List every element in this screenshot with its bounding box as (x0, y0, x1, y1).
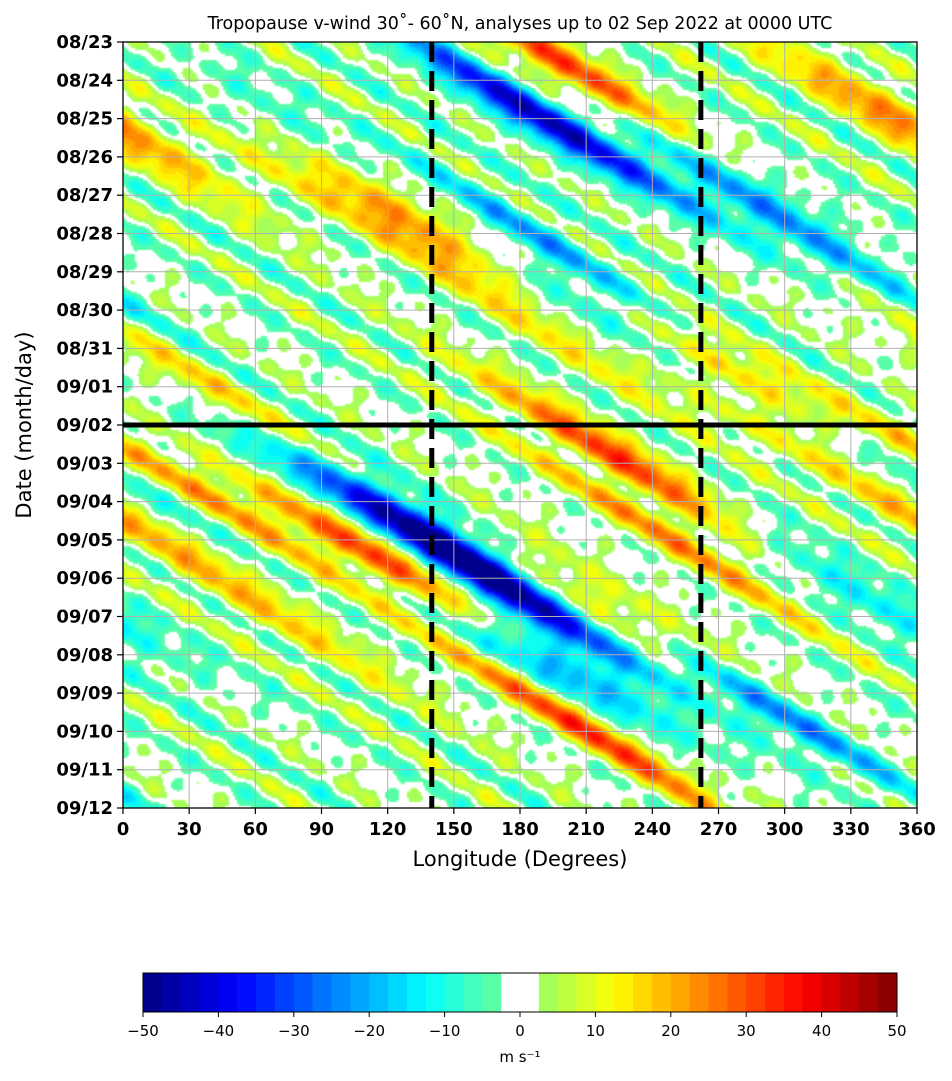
colorbar-bin (821, 973, 841, 1012)
y-axis-ticks: 08/23 08/24 08/25 08/26 08/27 08/28 08/29 08/30… (56, 32, 123, 819)
x-tick-label: 330 (832, 819, 870, 840)
x-tick-label: 240 (634, 819, 672, 840)
colorbar-bin (237, 973, 257, 1012)
y-tick-label: 08/30 (56, 300, 113, 321)
colorbar-tick-label: −20 (353, 1022, 385, 1040)
colorbar-bin (256, 973, 276, 1012)
colorbar-bin (425, 973, 445, 1012)
colorbar-tick-label: 0 (515, 1022, 525, 1040)
colorbar: −50 −40 −30 −20 −10 0 10 20 30 40 50 m s⁻¹ (127, 972, 907, 1066)
colorbar-bin (670, 973, 691, 1012)
colorbar-bin (840, 973, 860, 1012)
y-tick-label: 09/05 (56, 530, 113, 551)
colorbar-bin (369, 973, 389, 1012)
colorbar-bin (746, 973, 766, 1012)
colorbar-bin (161, 973, 182, 1012)
y-tick-label: 08/24 (56, 70, 113, 91)
colorbar-bin (595, 973, 615, 1012)
x-tick-label: 30 (177, 819, 202, 840)
colorbar-bin (482, 973, 502, 1012)
y-tick-label: 09/01 (56, 377, 113, 398)
y-tick-label: 09/09 (56, 683, 113, 704)
colorbar-bin (274, 973, 295, 1012)
colorbar-bin (878, 973, 898, 1012)
y-tick-label: 08/27 (56, 185, 113, 206)
colorbar-bin (180, 973, 200, 1012)
colorbar-bin (783, 973, 804, 1012)
colorbar-bin (727, 973, 747, 1012)
colorbar-bin (406, 973, 427, 1012)
colorbar-bin (708, 973, 728, 1012)
colorbar-bin (350, 973, 370, 1012)
y-tick-label: 09/12 (56, 798, 113, 819)
colorbar-bin (576, 973, 596, 1012)
y-tick-label: 08/31 (56, 338, 113, 359)
colorbar-tick-label: 50 (887, 1022, 906, 1040)
y-tick-label: 09/06 (56, 568, 113, 589)
colorbar-tick-label: −10 (429, 1022, 461, 1040)
colorbar-bin (538, 973, 559, 1012)
y-tick-label: 08/28 (56, 224, 113, 245)
colorbar-bins (143, 973, 898, 1012)
y-axis-label: Date (month/day) (12, 331, 36, 518)
y-tick-label: 09/08 (56, 645, 113, 666)
colorbar-bin (765, 973, 785, 1012)
colorbar-bin (388, 973, 408, 1012)
y-tick-label: 08/26 (56, 147, 113, 168)
chart-title: Tropopause v-wind 30˚- 60˚N, analyses up… (207, 13, 833, 34)
colorbar-bin (501, 973, 521, 1012)
colorbar-tick-label: −30 (278, 1022, 310, 1040)
y-tick-label: 08/23 (56, 32, 113, 53)
colorbar-tick-label: 20 (661, 1022, 680, 1040)
colorbar-ticks: −50 −40 −30 −20 −10 0 10 20 30 40 50 (127, 1012, 907, 1040)
y-tick-label: 09/11 (56, 760, 113, 781)
colorbar-bin (293, 973, 314, 1012)
colorbar-bin (520, 973, 540, 1012)
x-axis-label: Longitude (Degrees) (413, 847, 628, 871)
colorbar-label: m s⁻¹ (499, 1048, 540, 1066)
x-tick-label: 180 (501, 819, 539, 840)
colorbar-bin (312, 973, 332, 1012)
plot-area (122, 41, 918, 809)
y-tick-label: 09/03 (56, 453, 113, 474)
colorbar-bin (614, 973, 634, 1012)
x-tick-label: 120 (369, 819, 407, 840)
x-tick-label: 210 (567, 819, 605, 840)
colorbar-bin (651, 973, 672, 1012)
x-axis-ticks: 0 30 60 90 120 150 180 210 240 270 300 330 360 (117, 808, 936, 840)
y-tick-label: 09/02 (56, 415, 113, 436)
colorbar-bin (859, 973, 879, 1012)
colorbar-bin (633, 973, 653, 1012)
colorbar-bin (143, 973, 163, 1012)
y-tick-label: 09/04 (56, 492, 113, 513)
colorbar-bin (463, 973, 483, 1012)
x-tick-label: 150 (435, 819, 473, 840)
colorbar-tick-label: −40 (203, 1022, 235, 1040)
y-tick-label: 08/25 (56, 109, 113, 130)
colorbar-bin (689, 973, 709, 1012)
x-tick-label: 90 (309, 819, 334, 840)
x-tick-label: 0 (117, 819, 130, 840)
colorbar-bin (199, 973, 219, 1012)
colorbar-bin (444, 973, 464, 1012)
colorbar-tick-label: 10 (586, 1022, 605, 1040)
y-tick-label: 08/29 (56, 262, 113, 283)
colorbar-tick-label: 40 (812, 1022, 831, 1040)
colorbar-bin (557, 973, 577, 1012)
x-tick-label: 300 (766, 819, 804, 840)
x-tick-label: 360 (898, 819, 936, 840)
x-tick-label: 60 (243, 819, 268, 840)
y-tick-label: 09/10 (56, 721, 113, 742)
colorbar-bin (218, 973, 238, 1012)
colorbar-tick-label: −50 (127, 1022, 159, 1040)
reference-lines (123, 42, 917, 808)
x-tick-label: 270 (700, 819, 738, 840)
y-tick-label: 09/07 (56, 607, 113, 628)
colorbar-bin (331, 973, 351, 1012)
colorbar-bin (802, 973, 822, 1012)
colorbar-tick-label: 30 (737, 1022, 756, 1040)
